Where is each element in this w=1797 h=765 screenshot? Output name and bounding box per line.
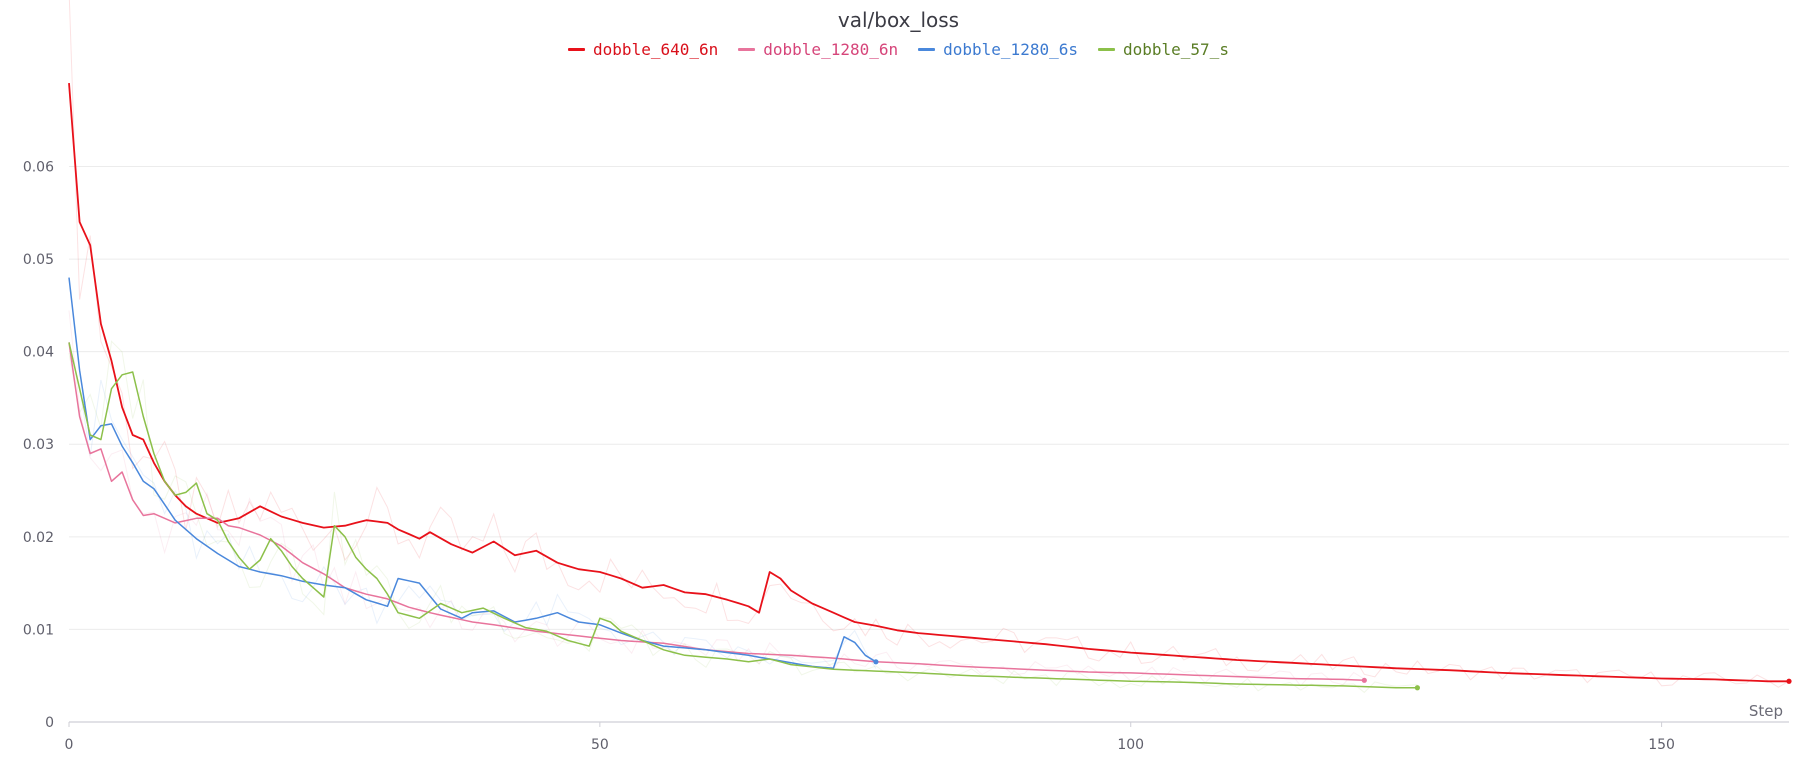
raw-line-dobble_1280_6s <box>68 343 877 669</box>
legend-label: dobble_640_6n <box>593 40 719 59</box>
legend-swatch <box>1097 48 1115 51</box>
raw-line-dobble_1280_6n <box>68 310 1365 687</box>
y-tick-label: 0.06 <box>23 159 54 175</box>
legend-label: dobble_1280_6n <box>763 40 899 59</box>
raw-line-dobble_57_s <box>68 340 1418 694</box>
legend-swatch <box>568 48 586 51</box>
series-line-dobble_640_6n <box>68 83 1789 683</box>
x-axis-label: Step <box>1749 702 1783 720</box>
y-tick-label: 0.04 <box>23 345 54 361</box>
y-tick-label: 0.05 <box>23 252 54 268</box>
x-tick-label: 100 <box>1117 737 1144 753</box>
chart-title: val/box_loss <box>837 8 960 32</box>
series-line-dobble_1280_6s <box>68 277 877 670</box>
legend-item-dobble_640_6n[interactable]: dobble_640_6n <box>568 40 718 59</box>
legend-label: dobble_1280_6s <box>943 40 1078 59</box>
y-tick-label: 0 <box>45 715 54 731</box>
y-tick-label: 0.03 <box>23 437 54 453</box>
legend-item-dobble_1280_6n[interactable]: dobble_1280_6n <box>738 40 898 59</box>
legend-item-dobble_1280_6s[interactable]: dobble_1280_6s <box>918 40 1078 59</box>
legend-swatch <box>738 48 756 51</box>
legend: dobble_640_6n dobble_1280_6n dobble_1280_6… <box>0 40 1797 59</box>
series-end-point-dobble_57_s <box>1414 685 1420 691</box>
legend-item-dobble_57_s[interactable]: dobble_57_s <box>1097 40 1229 59</box>
x-tick-label: 0 <box>65 737 74 753</box>
series-line-dobble_57_s <box>68 342 1418 689</box>
raw-line-dobble_640_6n <box>68 0 1790 688</box>
y-tick-label: 0.01 <box>23 622 54 638</box>
legend-label: dobble_57_s <box>1122 40 1229 59</box>
x-tick-label: 150 <box>1648 737 1675 753</box>
series-end-point-dobble_640_6n <box>1786 678 1792 684</box>
x-tick-label: 50 <box>591 737 609 753</box>
y-tick-label: 0.02 <box>23 530 54 546</box>
legend-swatch <box>918 48 936 51</box>
series-end-point-dobble_1280_6n <box>1361 677 1367 683</box>
series-end-point-dobble_1280_6s <box>873 659 879 665</box>
